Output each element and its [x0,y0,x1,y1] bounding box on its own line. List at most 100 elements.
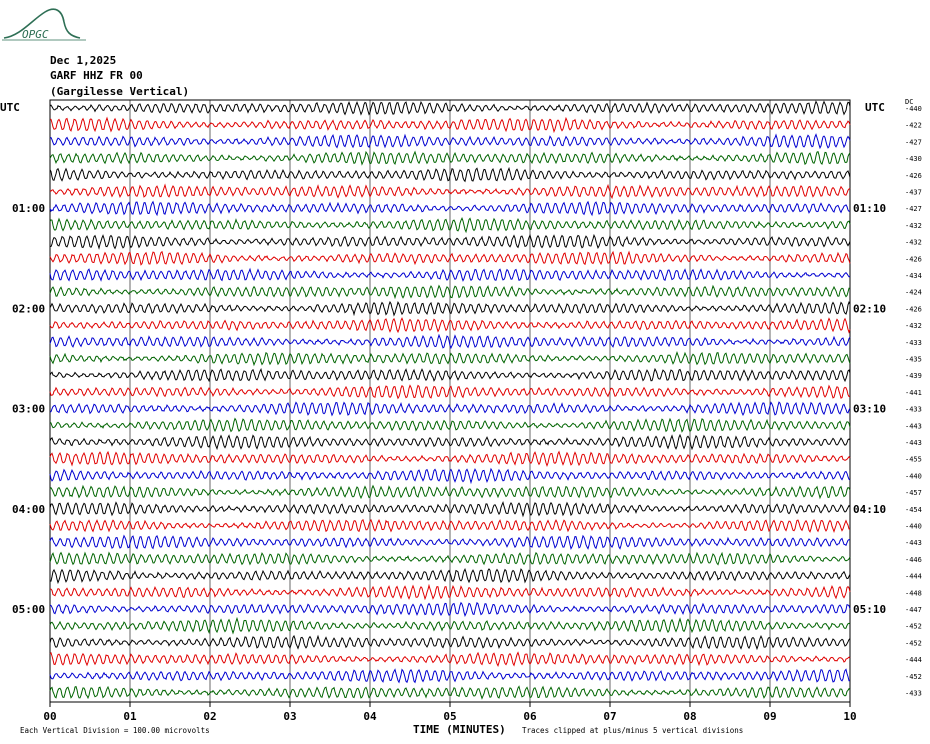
x-tick-label: 06 [523,710,537,723]
trace-row [49,616,851,635]
x-tick-label: 10 [843,710,856,723]
trace-row [49,116,851,134]
trace-row [49,333,851,350]
dc-offset-label: -454 [905,506,922,514]
dc-offset-label: -427 [905,138,922,146]
dc-offset-label: -447 [905,606,922,614]
dc-offset-label: -426 [905,255,922,263]
trace-row [49,317,851,334]
dc-offset-label: -455 [905,456,922,464]
x-axis-ticks: 00 01 02 03 04 05 06 07 08 09 10 [43,702,857,723]
dc-offset-label: -440 [905,523,922,531]
x-tick-label: 05 [443,710,456,723]
logo-text: OPGC [22,28,49,41]
x-axis-title: TIME (MINUTES) [413,723,506,736]
dc-offset-label: -422 [905,122,922,130]
trace-row [49,450,851,468]
trace-row [49,233,851,250]
dc-offset-label: -432 [905,322,922,330]
trace-row [49,200,851,217]
dc-offset-label: -444 [905,656,922,664]
dc-offset-label: -437 [905,189,922,197]
dc-offset-label: -446 [905,556,922,564]
dc-offset-label: -448 [905,589,922,597]
x-tick-label: 09 [763,710,776,723]
x-tick-label: 03 [283,710,296,723]
trace-row [49,467,851,485]
right-time-label: 01:10 [853,202,886,215]
trace-row [49,150,851,166]
dc-offset-label: -444 [905,573,922,581]
seismic-traces [49,100,851,700]
x-tick-label: 02 [203,710,216,723]
chart-date: Dec 1,2025 [50,54,117,67]
trace-row [49,300,851,317]
trace-row [49,583,851,601]
x-tick-label: 01 [123,710,137,723]
trace-row [49,401,851,417]
left-time-label: 01:00 [12,202,45,215]
trace-row [49,133,851,150]
dc-offset-label: -433 [905,690,922,698]
dc-offset-label: -426 [905,172,922,180]
right-time-label: 03:10 [853,403,886,416]
dc-offset-label: -443 [905,422,922,430]
trace-row [49,417,851,433]
scale-footnote: Each Vertical Division = 100.00 microvol… [20,726,210,735]
right-time-label: 02:10 [853,302,886,315]
dc-offset-label: -452 [905,673,922,681]
dc-offset-labels: -440 -422 -427 -430 -426 -437 -427 -432 -432 -426… [905,105,922,698]
right-time-labels: 01:10 02:10 03:10 04:10 05:10 [853,202,886,616]
minute-gridlines [129,100,771,702]
left-time-label: 04:00 [12,503,45,516]
dc-offset-label: -434 [905,272,922,280]
trace-row [49,500,851,518]
dc-offset-label: -457 [905,489,922,497]
dc-header-label: DC [905,98,913,106]
dc-offset-label: -426 [905,305,922,313]
dc-offset-label: -435 [905,356,922,364]
dc-offset-label: -424 [905,289,922,297]
trace-row [49,217,851,234]
left-time-labels: 01:00 02:00 03:00 04:00 05:00 [12,202,45,616]
dc-offset-label: -443 [905,439,922,447]
dc-offset-label: -427 [905,205,922,213]
trace-row [49,484,851,500]
trace-row [49,250,851,266]
dc-offset-label: -441 [905,389,922,397]
trace-row [49,651,851,668]
trace-row [49,634,851,651]
trace-row [49,551,851,566]
x-tick-label: 00 [43,710,56,723]
right-timezone-label: UTC [865,101,885,114]
trace-row [49,350,851,367]
dc-offset-label: -440 [905,105,922,113]
dc-offset-label: -452 [905,623,922,631]
dc-offset-label: -433 [905,339,922,347]
dc-offset-label: -443 [905,539,922,547]
x-tick-label: 07 [603,710,616,723]
left-time-label: 05:00 [12,603,45,616]
dc-offset-label: -432 [905,239,922,247]
dc-offset-label: -439 [905,372,922,380]
opgc-logo: OPGC [2,8,86,41]
dc-offset-label: -433 [905,406,922,414]
trace-row [49,183,851,200]
station-location: (Gargilesse Vertical) [50,85,190,98]
trace-row [49,166,851,183]
trace-row [49,384,851,400]
trace-row [49,601,851,617]
dc-offset-label: -452 [905,639,922,647]
trace-row [49,433,851,451]
trace-row [49,534,851,550]
trace-row [49,367,851,383]
dc-offset-label: -440 [905,472,922,480]
x-tick-label: 08 [683,710,696,723]
trace-row [49,685,851,700]
trace-row [50,568,851,585]
dc-offset-label: -430 [905,155,922,163]
x-tick-label: 04 [363,710,377,723]
clipping-footnote: Traces clipped at plus/minus 5 vertical … [522,726,743,735]
station-code: GARF HHZ FR 00 [50,69,143,82]
